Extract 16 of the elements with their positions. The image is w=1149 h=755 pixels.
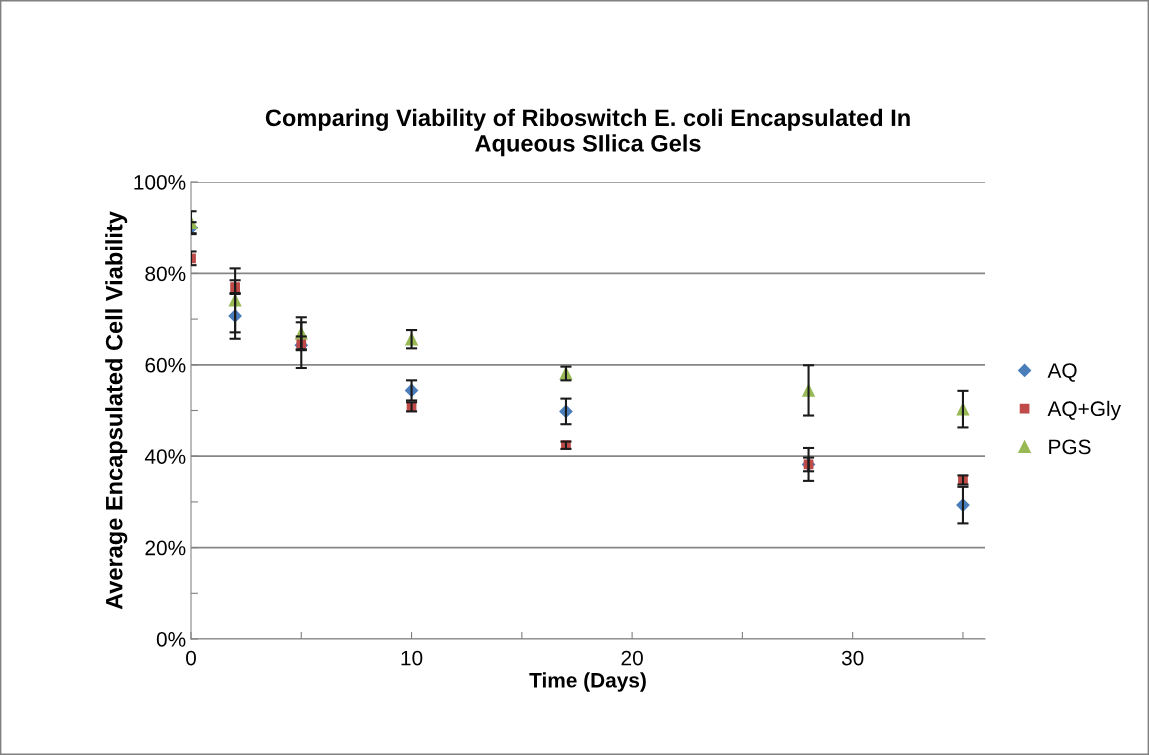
x-tick-label: 0: [186, 650, 196, 666]
y-tick-label: 40%: [144, 449, 186, 464]
y-axis-title: Average Encapsulated Cell Viability: [105, 211, 128, 610]
legend-label: AQ+Gly: [1047, 400, 1121, 421]
legend-label: PGS: [1049, 439, 1091, 455]
y-tick-label: 100%: [134, 175, 186, 190]
y-tick-label: 60%: [145, 357, 186, 373]
x-tick-label: 20: [621, 650, 643, 666]
y-tick-label: 20%: [145, 540, 186, 556]
y-tick-label: 80%: [145, 266, 186, 282]
chart-title: Comparing Viability of Riboswitch E. coli Encapsulated In Aqueous SIlica Gels: [265, 108, 910, 157]
legend-label: AQ: [1047, 363, 1077, 382]
x-tick-label: 30: [841, 650, 864, 666]
x-tick-label: 10: [401, 650, 423, 666]
x-axis-title: Time (Days): [529, 672, 646, 692]
y-tick-label: 0%: [156, 632, 186, 647]
